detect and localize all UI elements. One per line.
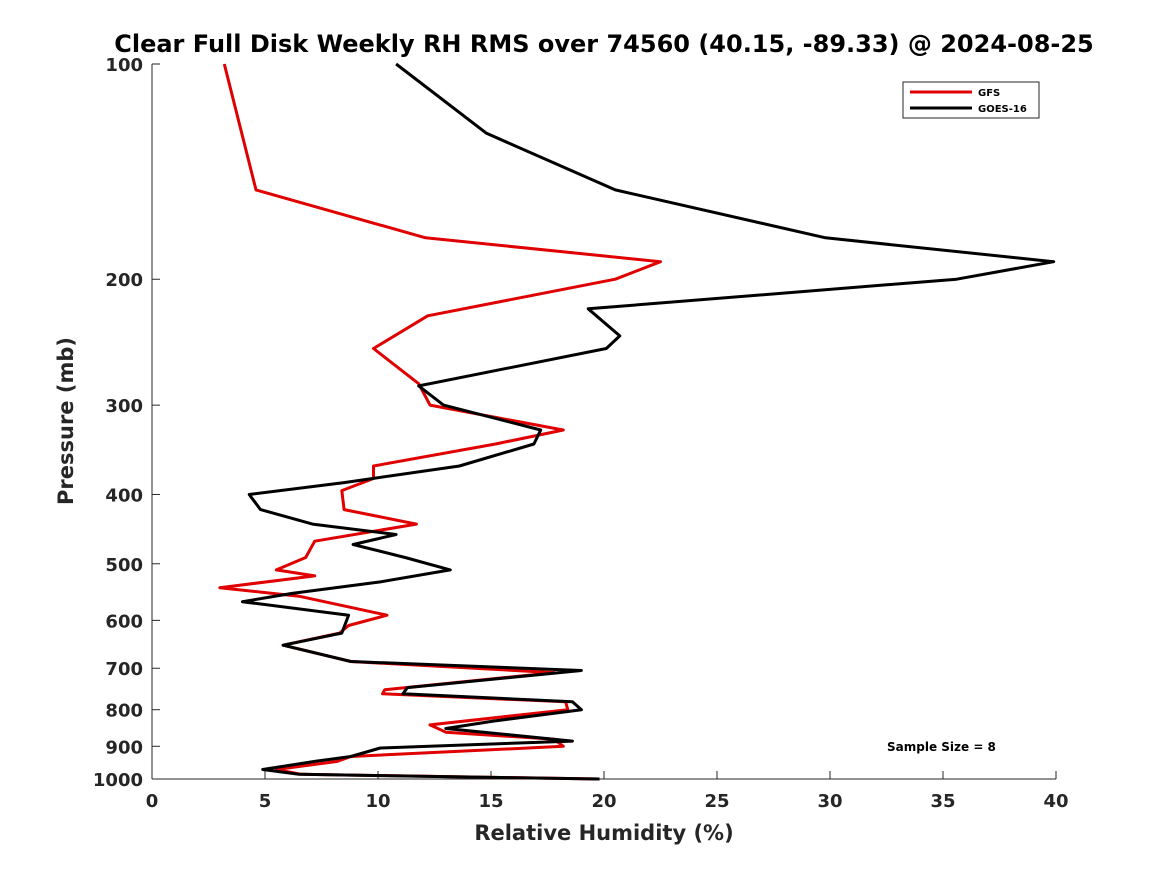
x-tick-label: 15: [478, 791, 503, 812]
legend: GFS GOES-16: [902, 81, 1040, 119]
y-tick-label: 400: [105, 485, 143, 506]
series-lines: [218, 62, 1056, 781]
chart-title: Clear Full Disk Weekly RH RMS over 74560…: [114, 30, 1094, 58]
y-axis-label: Pressure (mb): [54, 337, 78, 505]
x-tick-label: 20: [591, 791, 616, 812]
y-tick-label: 700: [105, 659, 143, 680]
y-ticks: 100 200 300 400 500 600 700 800 900 1000: [93, 55, 160, 791]
x-tick-label: 10: [365, 791, 390, 812]
y-tick-label: 800: [105, 701, 143, 722]
x-tick-label: 35: [930, 791, 955, 812]
series-line-gfs: [218, 63, 662, 781]
y-tick-label: 100: [105, 55, 143, 76]
x-tick-label: 40: [1043, 791, 1068, 812]
x-tick-label: 0: [146, 791, 159, 812]
legend-label-goes16: GOES-16: [978, 104, 1027, 115]
x-tick-label: 5: [259, 791, 272, 812]
y-tick-label: 900: [105, 737, 143, 758]
x-tick-label: 30: [817, 791, 842, 812]
sample-size-annotation: Sample Size = 8: [887, 740, 996, 754]
legend-label-gfs: GFS: [978, 88, 1000, 99]
plot-area: 0 5 10 15 20 25 30 35 40 100 200 300 400 500 600 700 80…: [93, 55, 1069, 812]
y-tick-label: 500: [105, 555, 143, 576]
series-line-goes16: [240, 62, 1056, 781]
y-tick-label: 600: [105, 611, 143, 632]
x-tick-label: 25: [704, 791, 729, 812]
x-ticks: 0 5 10 15 20 25 30 35 40: [146, 771, 1069, 812]
legend-box: [902, 81, 1040, 119]
x-axis-label: Relative Humidity (%): [474, 821, 733, 845]
y-tick-label: 200: [105, 270, 143, 291]
y-tick-label: 1000: [93, 770, 143, 791]
y-tick-label: 300: [105, 396, 143, 417]
